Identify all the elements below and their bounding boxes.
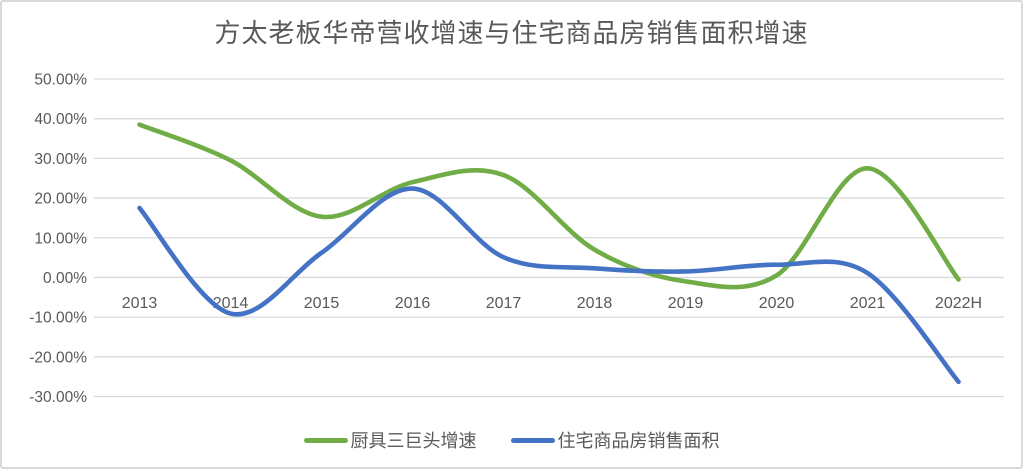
x-axis-label: 2021 bbox=[850, 295, 886, 312]
x-axis-label: 2013 bbox=[122, 295, 158, 312]
x-axis-label: 2016 bbox=[395, 295, 431, 312]
legend-label-kitchen-giants: 厨具三巨头增速 bbox=[350, 431, 477, 451]
legend: 厨具三巨头增速 住宅商品房销售面积 bbox=[0, 427, 1023, 453]
y-axis-label: 0.00% bbox=[43, 270, 87, 287]
legend-label-housing-sales: 住宅商品房销售面积 bbox=[557, 431, 720, 451]
y-axis-label: 10.00% bbox=[34, 230, 87, 247]
y-axis-label: -20.00% bbox=[29, 349, 87, 366]
y-axis-label: 20.00% bbox=[34, 191, 87, 208]
x-axis-label: 2020 bbox=[759, 295, 795, 312]
x-axis-label: 2015 bbox=[304, 295, 340, 312]
chart-title: 方太老板华帝营收增速与住宅商品房销售面积增速 bbox=[214, 18, 809, 48]
y-axis-label: -10.00% bbox=[29, 310, 87, 327]
x-axis-label: 2017 bbox=[486, 295, 522, 312]
x-axis-label: 2022H bbox=[935, 295, 982, 312]
series-line-1 bbox=[137, 186, 961, 385]
y-axis-label: 30.00% bbox=[34, 151, 87, 168]
legend-line-swatch-green bbox=[303, 437, 348, 443]
y-axis-label: 40.00% bbox=[34, 111, 87, 128]
x-axis-label: 2019 bbox=[668, 295, 704, 312]
legend-item-housing-sales[interactable]: 住宅商品房销售面积 bbox=[510, 427, 720, 453]
y-axis-label: -30.00% bbox=[29, 389, 87, 406]
y-axis-label: 50.00% bbox=[34, 72, 87, 89]
x-axis-label: 2018 bbox=[577, 295, 613, 312]
legend-line-swatch-blue bbox=[510, 437, 555, 443]
series-line-0 bbox=[137, 122, 961, 290]
legend-item-kitchen-giants[interactable]: 厨具三巨头增速 bbox=[303, 427, 477, 453]
